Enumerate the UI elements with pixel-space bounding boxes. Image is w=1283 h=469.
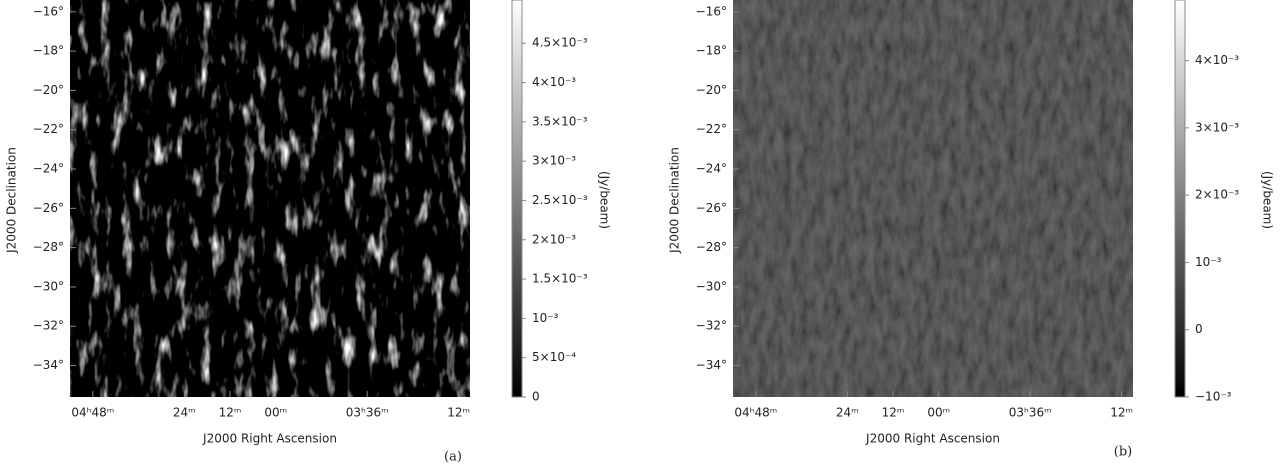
colorbar-tick-label: 2×10⁻³ <box>1195 188 1239 202</box>
y-axis-label: J2000 Declination <box>668 147 682 254</box>
y-tick-label: −16° <box>696 4 727 18</box>
y-tick-label: −28° <box>696 240 727 254</box>
x-tick-label: 12ᵐ <box>219 406 242 420</box>
y-tick-label: −24° <box>33 162 64 176</box>
x-tick-label: 12ᵐ <box>1110 406 1133 420</box>
colorbar-tick-label: 0 <box>1195 322 1203 336</box>
colorbar-tick-label: 3×10⁻³ <box>1195 120 1239 134</box>
x-axis-label: J2000 Right Ascension <box>865 432 1000 446</box>
colorbar-label: (Jy/beam) <box>1261 171 1275 229</box>
colorbar-tick-label: 4.5×10⁻³ <box>532 36 588 50</box>
x-tick-label: 24ᵐ <box>836 406 859 420</box>
x-tick-label: 04ʰ48ᵐ <box>734 406 777 420</box>
y-tick-label: −30° <box>33 279 64 293</box>
y-axis-label: J2000 Declination <box>5 147 19 254</box>
y-tick-label: −16° <box>33 4 64 18</box>
x-tick-label: 04ʰ48ᵐ <box>71 406 114 420</box>
y-tick-label: −20° <box>696 83 727 97</box>
y-tick-label: −26° <box>33 201 64 215</box>
x-tick-label: 12ᵐ <box>447 406 470 420</box>
y-tick-label: −20° <box>33 83 64 97</box>
y-tick-label: −32° <box>696 319 727 333</box>
colorbar-tick-label: 5×10⁻⁴ <box>532 350 576 364</box>
x-tick-label: 03ʰ36ᵐ <box>1009 406 1052 420</box>
y-tick-label: −18° <box>33 44 64 58</box>
y-tick-label: −32° <box>33 319 64 333</box>
x-tick-label: 00ᵐ <box>927 406 950 420</box>
colorbar <box>1174 0 1186 398</box>
x-tick-label: 00ᵐ <box>264 406 287 420</box>
colorbar <box>511 0 523 398</box>
colorbar-tick-label: 10⁻³ <box>1195 255 1222 269</box>
y-tick-label: −24° <box>696 162 727 176</box>
colorbar-tick-label: 4×10⁻³ <box>1195 53 1239 67</box>
panel-a-image <box>70 0 470 397</box>
y-tick-label: −22° <box>696 122 727 136</box>
colorbar-tick-label: 2.5×10⁻³ <box>532 193 588 207</box>
y-tick-label: −30° <box>696 279 727 293</box>
y-tick-label: −28° <box>33 240 64 254</box>
panel-b-image <box>733 0 1133 397</box>
y-tick-label: −26° <box>696 201 727 215</box>
caption: (b) <box>1114 445 1132 460</box>
colorbar-label: (Jy/beam) <box>598 171 612 229</box>
colorbar-tick-label: −10⁻³ <box>1195 390 1232 404</box>
x-tick-label: 12ᵐ <box>882 406 905 420</box>
colorbar-tick-label: 3.5×10⁻³ <box>532 114 588 128</box>
colorbar-tick-label: 3×10⁻³ <box>532 154 576 168</box>
y-tick-label: −18° <box>696 44 727 58</box>
colorbar-tick-label: 1.5×10⁻³ <box>532 272 588 286</box>
caption: (a) <box>444 450 462 465</box>
colorbar-tick-label: 2×10⁻³ <box>532 232 576 246</box>
colorbar-tick-label: 4×10⁻³ <box>532 75 576 89</box>
colorbar-tick-label: 10⁻³ <box>532 311 559 325</box>
colorbar-tick-label: 0 <box>532 390 540 404</box>
x-tick-label: 03ʰ36ᵐ <box>346 406 389 420</box>
y-tick-label: −22° <box>33 122 64 136</box>
x-axis-label: J2000 Right Ascension <box>202 432 337 446</box>
y-tick-label: −34° <box>696 358 727 372</box>
x-tick-label: 24ᵐ <box>173 406 196 420</box>
y-tick-label: −34° <box>33 358 64 372</box>
